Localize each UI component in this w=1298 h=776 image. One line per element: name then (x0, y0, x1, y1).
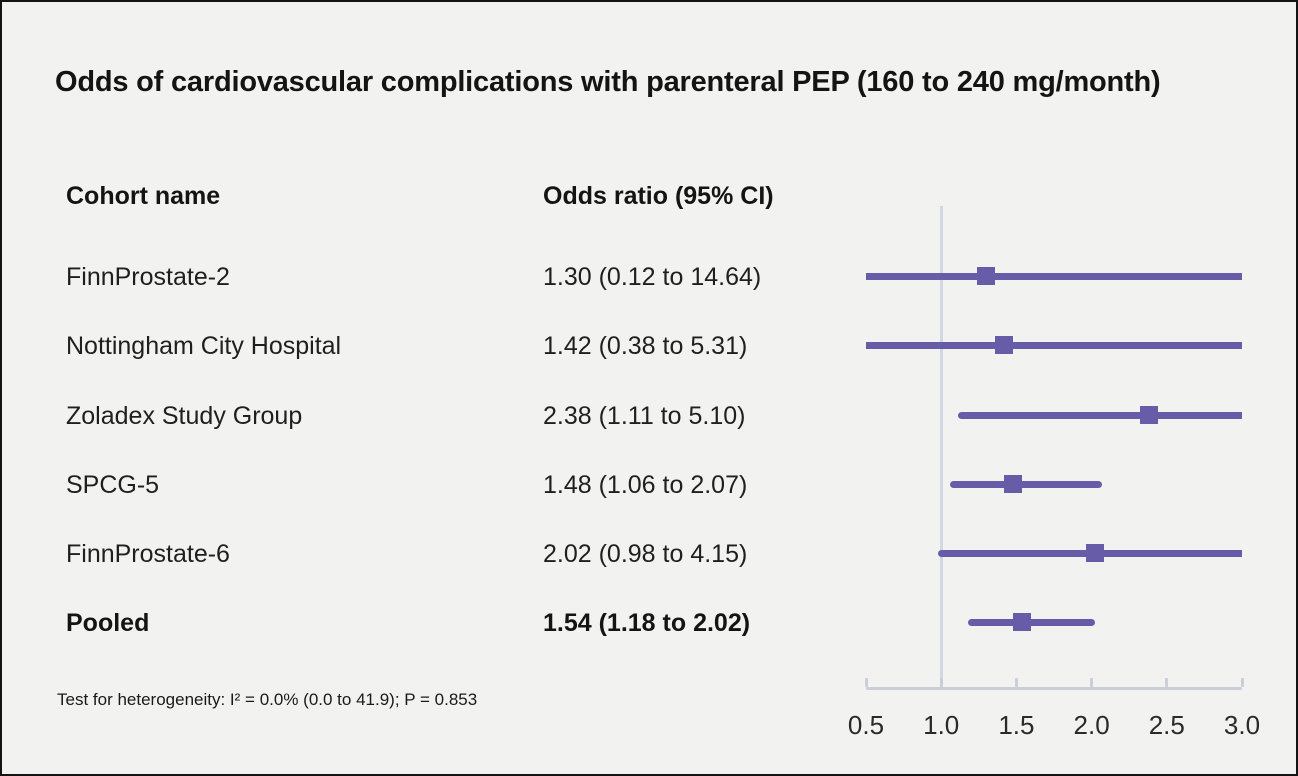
estimate-marker (1013, 613, 1032, 631)
cohort-label: FinnProstate-2 (66, 263, 230, 291)
odds-ratio-value: 1.30 (0.12 to 14.64) (543, 263, 762, 291)
column-header-cohort: Cohort name (66, 182, 221, 210)
axis-tick (1090, 678, 1094, 687)
estimate-marker (995, 336, 1014, 354)
estimate-marker (1085, 544, 1104, 562)
figure-title: Odds of cardiovascular complications wit… (55, 66, 1161, 98)
odds-ratio-value: 1.48 (1.06 to 2.07) (543, 471, 748, 499)
cohort-label-pooled: Pooled (66, 609, 150, 637)
axis-tick-label: 0.5 (847, 710, 885, 740)
ci-line (968, 618, 1095, 626)
axis-tick-label: 2.0 (1073, 710, 1110, 740)
estimate-marker (1139, 406, 1158, 424)
cohort-label: Nottingham City Hospital (66, 332, 342, 360)
axis-tick-label: 3.0 (1223, 710, 1261, 740)
odds-ratio-value-pooled: 1.54 (1.18 to 2.02) (543, 609, 751, 637)
axis-tick (864, 678, 868, 687)
axis-tick-label: 1.0 (923, 710, 960, 740)
axis-tick-label: 2.5 (1148, 710, 1185, 740)
cohort-label: Zoladex Study Group (66, 402, 303, 430)
ci-line (950, 480, 1103, 488)
x-axis-line (866, 687, 1242, 690)
ci-line (866, 272, 1242, 280)
axis-tick (1165, 678, 1169, 687)
estimate-marker (1004, 475, 1023, 493)
column-header-odds-ratio: Odds ratio (95% CI) (543, 182, 774, 210)
odds-ratio-value: 2.02 (0.98 to 4.15) (543, 540, 748, 568)
reference-line (939, 206, 943, 687)
plot-area: 0.5 1.0 1.5 2.0 2.5 3.0 (848, 206, 1260, 746)
cohort-label: SPCG-5 (66, 471, 160, 499)
estimate-marker (977, 267, 996, 285)
ci-line (866, 341, 1242, 349)
odds-ratio-value: 2.38 (1.11 to 5.10) (543, 402, 746, 430)
axis-tick-label: 1.5 (998, 710, 1035, 740)
cohort-label: FinnProstate-6 (66, 540, 230, 568)
ci-line (957, 411, 1242, 419)
axis-tick (1240, 678, 1244, 687)
heterogeneity-note: Test for heterogeneity: I² = 0.0% (0.0 t… (57, 690, 478, 709)
axis-tick (939, 678, 943, 687)
axis-tick (1014, 678, 1018, 687)
odds-ratio-value: 1.42 (0.38 to 5.31) (543, 332, 748, 360)
